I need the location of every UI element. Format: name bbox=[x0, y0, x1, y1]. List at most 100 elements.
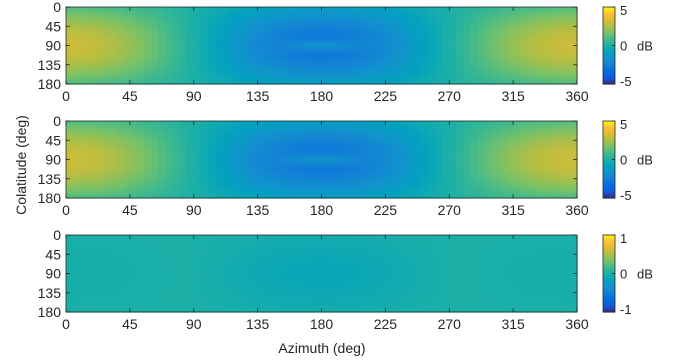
heatmap-cell bbox=[257, 165, 266, 169]
heatmap-cell bbox=[534, 66, 543, 70]
heatmap-cell bbox=[136, 135, 145, 139]
heatmap-cell bbox=[300, 49, 308, 53]
heatmap-cell bbox=[307, 43, 316, 47]
heatmap-cell bbox=[342, 26, 351, 29]
heatmap-cell bbox=[158, 9, 166, 12]
heatmap-cell bbox=[342, 146, 351, 150]
heatmap-cell bbox=[229, 28, 237, 32]
heatmap-cell bbox=[378, 32, 386, 36]
heatmap-cell bbox=[321, 159, 330, 163]
heatmap-cell bbox=[293, 123, 301, 126]
heatmap-cell bbox=[335, 26, 344, 29]
heatmap-cell bbox=[186, 131, 195, 135]
heatmap-cell bbox=[562, 172, 571, 176]
heatmap-cell bbox=[87, 144, 95, 148]
heatmap-cell bbox=[548, 172, 557, 176]
heatmap-cell bbox=[101, 77, 110, 81]
heatmap-cell bbox=[328, 54, 337, 57]
heatmap-cell bbox=[548, 43, 557, 47]
heatmap-cell bbox=[179, 69, 188, 72]
heatmap-cell bbox=[463, 24, 472, 27]
heatmap-cell bbox=[307, 49, 316, 53]
heatmap-cell bbox=[449, 43, 457, 47]
heatmap-cell bbox=[271, 178, 280, 182]
heatmap-cell bbox=[484, 30, 493, 34]
heatmap-cell bbox=[122, 176, 131, 180]
heatmap-cell bbox=[520, 51, 528, 55]
heatmap-cell bbox=[548, 62, 557, 66]
heatmap-cell bbox=[115, 174, 124, 178]
heatmap-cell bbox=[406, 131, 415, 135]
heatmap-cell bbox=[80, 30, 88, 34]
heatmap-cell bbox=[222, 81, 230, 85]
heatmap-cell bbox=[569, 187, 578, 191]
heatmap-cell bbox=[172, 30, 181, 34]
heatmap-cell bbox=[193, 155, 202, 158]
heatmap-cell bbox=[463, 129, 472, 133]
heatmap-cell bbox=[250, 133, 259, 137]
heatmap-cell bbox=[186, 183, 195, 186]
heatmap-cell bbox=[548, 185, 557, 188]
heatmap-cell bbox=[87, 142, 95, 146]
heatmap-cell bbox=[477, 121, 486, 124]
heatmap-cell bbox=[87, 30, 95, 34]
heatmap-cell bbox=[278, 165, 287, 169]
heatmap-cell bbox=[328, 161, 337, 165]
heatmap-cell bbox=[115, 17, 124, 21]
heatmap-cell bbox=[562, 155, 571, 158]
heatmap-cell bbox=[513, 19, 521, 23]
heatmap-cell bbox=[541, 39, 550, 42]
heatmap-cell bbox=[399, 56, 408, 59]
heatmap-cell bbox=[442, 58, 450, 62]
heatmap-cell bbox=[364, 43, 372, 47]
heatmap-cell bbox=[215, 66, 223, 70]
heatmap-cell bbox=[335, 17, 344, 21]
heatmap-cell bbox=[555, 123, 564, 126]
heatmap-cell bbox=[335, 180, 344, 184]
heatmap-cell bbox=[427, 34, 436, 38]
heatmap-cell bbox=[293, 64, 301, 68]
heatmap-cell bbox=[236, 66, 245, 70]
heatmap-cell bbox=[278, 79, 287, 83]
heatmap-cell bbox=[413, 58, 422, 62]
heatmap-cell bbox=[136, 125, 145, 129]
heatmap-cell bbox=[420, 49, 429, 53]
heatmap-cell bbox=[399, 47, 408, 51]
heatmap-cell bbox=[378, 140, 386, 143]
heatmap-cell bbox=[243, 157, 252, 161]
heatmap-cell bbox=[207, 19, 216, 23]
heatmap-cell bbox=[165, 58, 174, 62]
heatmap-cell bbox=[286, 24, 294, 27]
heatmap-cell bbox=[101, 131, 110, 135]
heatmap-cell bbox=[243, 144, 252, 148]
heatmap-cell bbox=[115, 178, 124, 182]
heatmap-cell bbox=[122, 24, 131, 27]
heatmap-cell bbox=[243, 11, 252, 15]
heatmap-cell bbox=[271, 148, 280, 152]
heatmap-cell bbox=[314, 41, 323, 44]
heatmap-cell bbox=[527, 174, 536, 178]
heatmap-cell bbox=[257, 17, 266, 21]
heatmap-cell bbox=[179, 148, 188, 152]
y-tick-label: 90 bbox=[45, 38, 61, 54]
heatmap-cell bbox=[356, 172, 365, 176]
heatmap-cell bbox=[200, 185, 209, 188]
heatmap-cell bbox=[527, 36, 536, 40]
heatmap-cell bbox=[314, 155, 323, 158]
heatmap-cell bbox=[569, 62, 578, 66]
heatmap-cell bbox=[236, 153, 245, 156]
heatmap-cell bbox=[527, 142, 536, 146]
heatmap-cell bbox=[207, 34, 216, 38]
heatmap-cell bbox=[271, 165, 280, 169]
heatmap-cell bbox=[356, 64, 365, 68]
heatmap-cell bbox=[73, 30, 81, 34]
heatmap-cell bbox=[484, 161, 493, 165]
heatmap-cell bbox=[215, 140, 223, 143]
heatmap-cell bbox=[136, 66, 145, 70]
heatmap-cell bbox=[151, 161, 159, 165]
heatmap-cell bbox=[229, 180, 237, 184]
heatmap-cell bbox=[94, 159, 103, 163]
heatmap-cell bbox=[73, 7, 81, 10]
heatmap-cell bbox=[520, 19, 528, 23]
heatmap-cell bbox=[257, 51, 266, 55]
